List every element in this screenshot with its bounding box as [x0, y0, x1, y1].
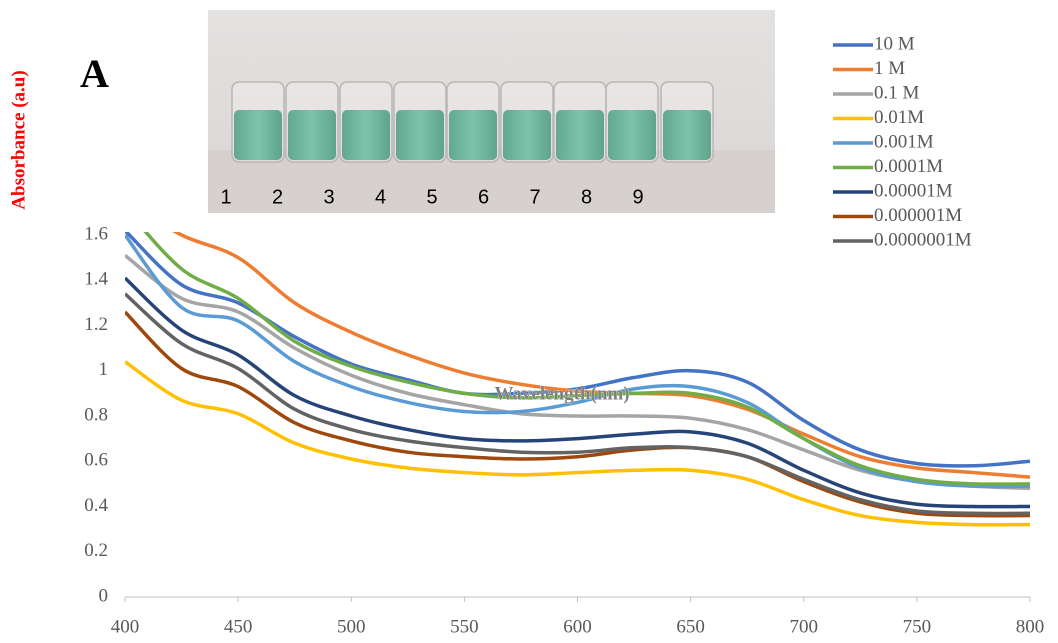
x-axis-label: Wavelength(nm): [494, 383, 629, 404]
series-line: [125, 360, 1031, 527]
vial-liquid: [608, 110, 656, 160]
legend-label: 0.01M: [874, 107, 924, 128]
vial-glass: [605, 81, 659, 163]
y-tick-label: 0.8: [84, 404, 108, 425]
y-axis-label: Absorbance (a.u): [8, 70, 29, 209]
x-tick-label: 600: [563, 616, 592, 637]
y-tick-label: 0.2: [84, 540, 108, 561]
legend-label: 0.00001M: [874, 180, 953, 201]
series-line: [125, 232, 1031, 468]
inset-label: 8: [581, 186, 592, 208]
legend-label: 10 M: [874, 33, 915, 54]
panel-label: A: [80, 51, 109, 96]
vial-liquid: [234, 110, 282, 160]
vial-glass: [553, 81, 607, 163]
inset-label: 7: [529, 186, 540, 208]
legend-label: 1 M: [874, 58, 905, 79]
series-line: [172, 232, 1031, 479]
y-tick-label: 1.4: [84, 269, 108, 290]
legend-label: 0.001M: [874, 131, 934, 152]
vial-glass: [660, 81, 714, 163]
series-line: [125, 233, 1031, 489]
vial-liquid: [288, 110, 336, 160]
inset-photo: 1 2 3 4 5 6 7 8 9: [208, 10, 775, 213]
vial-glass: [231, 81, 285, 163]
series-line: [125, 310, 1031, 518]
inset-label: 3: [323, 186, 334, 208]
x-tick-label: 650: [676, 616, 705, 637]
y-tick-label: 1: [99, 359, 109, 380]
y-tick-label: 0.6: [84, 450, 108, 471]
inset-label: 4: [375, 186, 386, 208]
x-tick-label: 700: [790, 616, 819, 637]
plot-area: [125, 232, 1031, 527]
inset-label: 9: [632, 186, 643, 208]
x-tick-label: 400: [111, 616, 140, 637]
inset-label: 5: [426, 186, 437, 208]
x-tick-label: 750: [903, 616, 932, 637]
x-tick-label: 500: [337, 616, 366, 637]
vial-liquid: [663, 110, 711, 160]
vial-liquid: [556, 110, 604, 160]
table-surface: [208, 150, 775, 213]
x-tick-label: 800: [1016, 616, 1045, 637]
y-tick-label: 0.4: [84, 495, 108, 516]
vial-liquid: [503, 110, 551, 160]
vial-glass: [339, 81, 393, 163]
inset-label: 1: [220, 186, 231, 208]
vial-liquid: [342, 110, 390, 160]
series-line: [125, 276, 1031, 509]
vial-liquid: [396, 110, 444, 160]
y-tick-label: 1.6: [84, 223, 108, 244]
inset-label: 6: [478, 186, 489, 208]
y-tick-label: 0: [99, 585, 109, 606]
vial-glass: [446, 81, 500, 163]
series-line: [143, 232, 1031, 486]
y-tick-label: 1.2: [84, 314, 108, 335]
vial-glass: [285, 81, 339, 163]
vial-liquid: [449, 110, 497, 160]
legend-label: 0.0000001M: [874, 229, 972, 250]
legend-label: 0.0001M: [874, 156, 943, 177]
vial-glass: [393, 81, 447, 163]
vial-glass: [500, 81, 554, 163]
series-line: [125, 292, 1031, 516]
inset-label: 2: [272, 186, 283, 208]
x-tick-label: 550: [450, 616, 479, 637]
legend-label: 0.1 M: [874, 82, 920, 103]
x-tick-label: 450: [224, 616, 253, 637]
legend-label: 0.000001M: [874, 205, 962, 226]
